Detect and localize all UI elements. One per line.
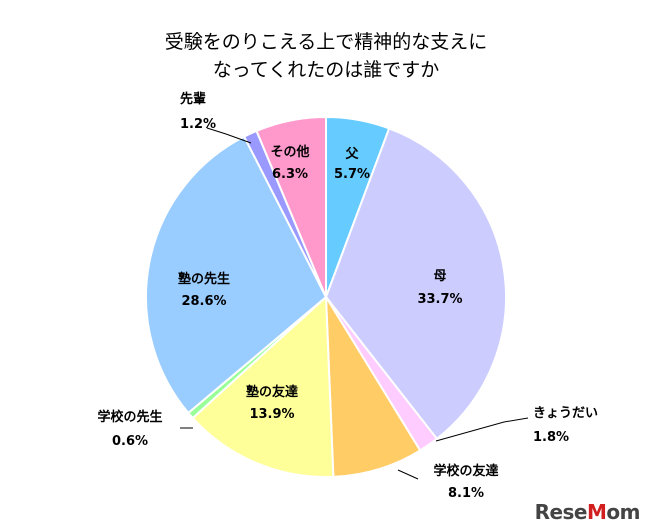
slice-label: 塾の友達	[246, 384, 298, 400]
slice-value-label: 1.8%	[533, 430, 569, 445]
chart-title-line-2: なってくれたのは誰ですか	[212, 59, 440, 81]
slice-value-label: 5.7%	[334, 167, 370, 182]
leader-line	[397, 469, 419, 480]
slice-value-label: 0.6%	[112, 434, 148, 449]
slice-value-label: 33.7%	[417, 292, 462, 307]
slice-label: 学校の友達	[433, 463, 498, 479]
slice-value-label: 28.6%	[181, 294, 226, 309]
slice-label: その他	[270, 144, 309, 160]
pie-slice	[324, 127, 507, 441]
chart-title-line-1: 受験をのりこえる上で精神的な支えに	[164, 31, 488, 53]
leader-line	[435, 417, 529, 442]
leader-line	[206, 127, 252, 144]
slice-value-label: 13.9%	[249, 407, 294, 422]
slice-value-label: 1.2%	[180, 117, 216, 132]
slice-label: 先輩	[180, 91, 206, 107]
resemom-logo: ReseMom	[534, 500, 641, 524]
pie-slice	[191, 294, 335, 478]
slice-label: 父	[344, 147, 359, 162]
pie-slice	[145, 135, 328, 415]
slice-label: 学校の先生	[97, 409, 162, 425]
pie-slice	[324, 293, 422, 478]
slice-value-label: 8.1%	[448, 486, 484, 501]
slice-label: 塾の先生	[178, 271, 230, 287]
slice-label: きょうだい	[533, 406, 598, 421]
pie-slice	[255, 115, 327, 298]
slice-label: 母	[433, 269, 446, 284]
slice-value-label: 6.3%	[272, 167, 308, 182]
